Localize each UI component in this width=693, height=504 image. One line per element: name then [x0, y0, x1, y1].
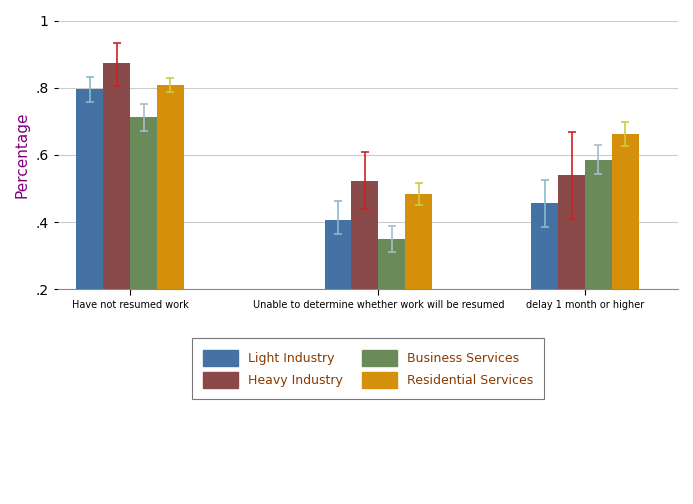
Bar — [378, 239, 405, 289]
Bar — [585, 160, 612, 289]
Bar — [130, 117, 157, 289]
Bar — [612, 134, 639, 289]
Legend: Light Industry, Heavy Industry, Business Services, Residential Services: Light Industry, Heavy Industry, Business… — [192, 339, 544, 399]
Bar — [157, 85, 184, 289]
Bar — [351, 181, 378, 289]
Bar — [532, 203, 558, 289]
Bar — [405, 195, 432, 289]
Y-axis label: Percentage: Percentage — [15, 111, 30, 198]
Bar — [103, 64, 130, 289]
Bar — [76, 89, 103, 289]
Bar — [324, 220, 351, 289]
Bar — [558, 175, 585, 289]
